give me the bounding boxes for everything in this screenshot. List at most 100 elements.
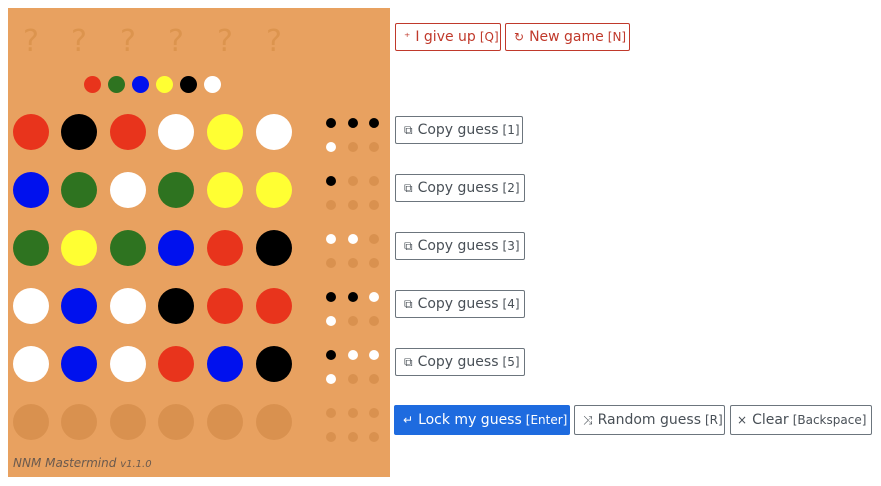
- copy-guess-shortcut: [4]: [502, 297, 520, 311]
- clear-button[interactable]: × Clear [Backspace]: [730, 405, 872, 435]
- feedback-peg-empty: [326, 200, 336, 210]
- secret-peg-hidden: ?: [266, 24, 282, 59]
- feedback-peg-empty: [369, 176, 379, 186]
- new-game-button[interactable]: ↻ New game [N]: [505, 23, 630, 51]
- palette-color-green[interactable]: [108, 76, 125, 93]
- shuffle-icon: ⤨: [583, 412, 593, 427]
- guess-peg-white: [110, 346, 146, 382]
- feedback-peg-empty: [369, 200, 379, 210]
- palette-color-white[interactable]: [204, 76, 221, 93]
- secret-peg-hidden: ?: [71, 24, 87, 59]
- guess-peg-red: [13, 114, 49, 150]
- feedback-peg-empty: [369, 142, 379, 152]
- palette-color-yellow[interactable]: [156, 76, 173, 93]
- lock-guess-label: Lock my guess: [418, 412, 522, 428]
- guess-peg-blue: [207, 346, 243, 382]
- guess-peg-yellow: [256, 172, 292, 208]
- feedback-peg-empty: [369, 258, 379, 268]
- feedback-peg-empty: [369, 316, 379, 326]
- copy-icon: ⧉: [404, 122, 413, 137]
- feedback-peg-empty: [369, 374, 379, 384]
- feedback-peg-white: [326, 234, 336, 244]
- feedback-peg-black: [369, 118, 379, 128]
- copy-guess-button-4[interactable]: ⧉ Copy guess [4]: [395, 290, 525, 318]
- feedback-peg-empty: [348, 142, 358, 152]
- feedback-peg-empty: [348, 258, 358, 268]
- feedback-peg-white: [326, 142, 336, 152]
- brand-label: NNM Mastermind v1.1.0: [13, 456, 152, 470]
- palette-color-black[interactable]: [180, 76, 197, 93]
- guess-peg-white: [110, 172, 146, 208]
- copy-icon: ⧉: [404, 180, 413, 195]
- palette-color-blue[interactable]: [132, 76, 149, 93]
- guess-peg-black: [256, 230, 292, 266]
- copy-guess-shortcut: [1]: [502, 123, 520, 137]
- guess-peg-green: [158, 172, 194, 208]
- copy-guess-label: Copy guess: [417, 354, 499, 370]
- give-up-shortcut: [Q]: [479, 30, 499, 44]
- copy-guess-button-3[interactable]: ⧉ Copy guess [3]: [395, 232, 525, 260]
- give-up-icon: ⁺: [404, 30, 411, 44]
- guess-peg-red: [207, 230, 243, 266]
- close-icon: ×: [737, 413, 748, 427]
- feedback-peg-black: [326, 292, 336, 302]
- empty-peg-slot[interactable]: [61, 404, 97, 440]
- app-version: v1.1.0: [120, 459, 152, 470]
- feedback-peg-white: [369, 350, 379, 360]
- guess-peg-blue: [158, 230, 194, 266]
- feedback-peg-black: [348, 292, 358, 302]
- give-up-button[interactable]: ⁺ I give up [Q]: [395, 23, 501, 51]
- copy-guess-shortcut: [2]: [502, 181, 520, 195]
- empty-peg-slot[interactable]: [110, 404, 146, 440]
- app-name: NNM Mastermind: [13, 456, 117, 470]
- new-game-label: New game: [529, 29, 604, 45]
- copy-icon: ⧉: [404, 238, 413, 253]
- guess-peg-yellow: [207, 114, 243, 150]
- guess-peg-black: [158, 288, 194, 324]
- guess-peg-white: [13, 346, 49, 382]
- feedback-peg-white: [369, 292, 379, 302]
- clear-shortcut: [Backspace]: [792, 413, 867, 427]
- guess-peg-black: [61, 114, 97, 150]
- secret-code-row: ??????: [8, 22, 308, 62]
- copy-guess-button-5[interactable]: ⧉ Copy guess [5]: [395, 348, 525, 376]
- guess-peg-blue: [13, 172, 49, 208]
- copy-guess-button-1[interactable]: ⧉ Copy guess [1]: [395, 116, 523, 144]
- feedback-peg-empty: [348, 408, 358, 418]
- copy-guess-button-2[interactable]: ⧉ Copy guess [2]: [395, 174, 525, 202]
- random-guess-button[interactable]: ⤨ Random guess [R]: [574, 405, 725, 435]
- guess-peg-blue: [61, 288, 97, 324]
- clear-label: Clear: [752, 412, 789, 428]
- copy-guess-shortcut: [5]: [502, 355, 520, 369]
- empty-peg-slot[interactable]: [207, 404, 243, 440]
- guess-peg-green: [110, 230, 146, 266]
- empty-peg-slot[interactable]: [13, 404, 49, 440]
- copy-guess-label: Copy guess: [417, 122, 499, 138]
- feedback-peg-empty: [326, 432, 336, 442]
- copy-guess-label: Copy guess: [417, 180, 499, 196]
- copy-guess-label: Copy guess: [417, 238, 499, 254]
- guess-peg-white: [256, 114, 292, 150]
- guess-peg-red: [110, 114, 146, 150]
- feedback-peg-empty: [326, 258, 336, 268]
- guess-peg-white: [110, 288, 146, 324]
- feedback-peg-empty: [369, 408, 379, 418]
- secret-peg-hidden: ?: [120, 24, 136, 59]
- feedback-peg-white: [326, 316, 336, 326]
- secret-peg-hidden: ?: [217, 24, 233, 59]
- secret-peg-hidden: ?: [23, 24, 39, 59]
- give-up-label: I give up: [415, 29, 476, 45]
- feedback-peg-empty: [369, 234, 379, 244]
- guess-peg-white: [13, 288, 49, 324]
- game-board: ?????? NNM Mastermind v1.1.0: [8, 8, 390, 477]
- guess-peg-yellow: [61, 230, 97, 266]
- empty-peg-slot[interactable]: [256, 404, 292, 440]
- empty-peg-slot[interactable]: [158, 404, 194, 440]
- guess-peg-yellow: [207, 172, 243, 208]
- lock-guess-button[interactable]: ↵ Lock my guess [Enter]: [394, 405, 570, 435]
- feedback-peg-empty: [348, 176, 358, 186]
- palette-color-red[interactable]: [84, 76, 101, 93]
- guess-peg-white: [158, 114, 194, 150]
- copy-icon: ⧉: [404, 296, 413, 311]
- guess-peg-red: [207, 288, 243, 324]
